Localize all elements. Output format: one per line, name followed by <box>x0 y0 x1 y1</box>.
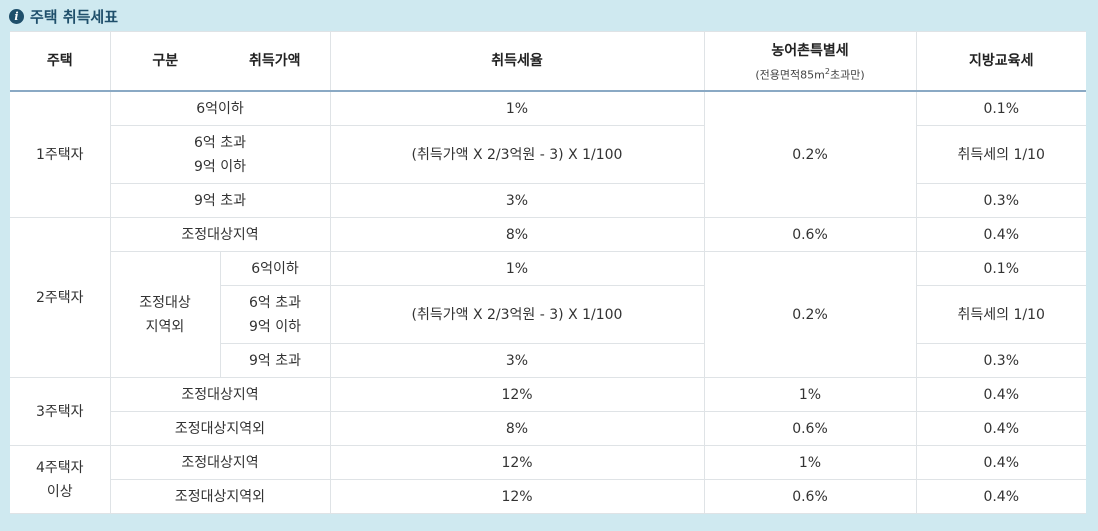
category-cell: 조정대상지역외 <box>109 411 331 446</box>
header-category: 구분 <box>109 31 220 92</box>
table-row: 6억 초과 9억 이하 (취득가액 X 2/3억원 - 3) X 1/100 취… <box>10 285 1086 344</box>
header-house: 주택 <box>10 31 111 92</box>
edu-cell: 0.4% <box>915 445 1086 480</box>
house-2-cell: 2주택자 <box>10 217 111 378</box>
header-edu-tax: 지방교육세 <box>915 31 1086 92</box>
rate-cell: 3% <box>329 343 705 378</box>
rural-cell: 1% <box>703 377 917 412</box>
edu-cell: 0.3% <box>915 183 1086 218</box>
price-cell: 6억이하 <box>219 251 331 286</box>
rural-cell: 0.2% <box>703 251 917 378</box>
table-row: 9억 초과 3% 0.3% <box>10 183 1086 218</box>
table-header-row: 주택 구분 취득가액 취득세율 농어촌특별세 (전용면적85m2초과만) 지방교… <box>10 31 1086 92</box>
edu-cell: 0.3% <box>915 343 1086 378</box>
edu-cell: 취득세의 1/10 <box>915 285 1086 344</box>
category-cell: 조정대상 지역외 <box>109 251 221 378</box>
header-rate: 취득세율 <box>329 31 705 92</box>
edu-cell: 취득세의 1/10 <box>915 125 1086 184</box>
category-cell: 조정대상지역 <box>109 445 331 480</box>
edu-cell: 0.1% <box>915 251 1086 286</box>
price-cell: 9억 초과 <box>219 343 331 378</box>
table-row: 조정대상지역외 12% 0.6% 0.4% <box>10 479 1086 514</box>
header-rural-tax: 농어촌특별세 (전용면적85m2초과만) <box>703 31 917 92</box>
table-row: 1주택자 6억이하 1% 0.2% 0.1% <box>10 90 1086 218</box>
header-price: 취득가액 <box>220 31 331 92</box>
table-row: 조정대상지역외 8% 0.6% 0.4% <box>10 411 1086 446</box>
header-rural-note: (전용면적85m2초과만) <box>755 67 865 82</box>
rate-cell: 12% <box>329 377 705 412</box>
rate-cell: 12% <box>329 479 705 514</box>
edu-cell: 0.4% <box>915 377 1086 412</box>
category-cell: 6억 초과 9억 이하 <box>109 125 331 184</box>
edu-cell: 0.4% <box>915 411 1086 446</box>
table-row: 6억 초과 9억 이하 (취득가액 X 2/3억원 - 3) X 1/100 취… <box>10 125 1086 184</box>
category-cell: 조정대상지역외 <box>109 479 331 514</box>
rate-cell: 1% <box>329 251 705 286</box>
page-title: 주택 취득세표 <box>30 7 119 26</box>
table-row: 9억 초과 3% 0.3% <box>10 343 1086 378</box>
house-3-cell: 3주택자 <box>10 377 111 446</box>
table-row: 2주택자 조정대상지역 8% 0.6% 0.4% <box>10 217 1086 378</box>
header-rural-label: 농어촌특별세 <box>771 43 849 60</box>
table-row: 조정대상 지역외 6억이하 1% 0.2% 0.1% <box>10 251 1086 378</box>
rate-cell: 8% <box>329 217 705 252</box>
rate-cell: 12% <box>329 445 705 480</box>
category-cell: 6억이하 <box>109 90 331 126</box>
rate-cell: 8% <box>329 411 705 446</box>
price-cell: 6억 초과 9억 이하 <box>219 285 331 344</box>
rural-cell: 0.6% <box>703 217 917 252</box>
category-cell: 조정대상지역 <box>109 217 331 252</box>
table-title-bar: i 주택 취득세표 <box>9 5 118 27</box>
house-1-cell: 1주택자 <box>10 90 111 218</box>
house-4-cell: 4주택자 이상 <box>10 445 111 514</box>
table-row: 4주택자 이상 조정대상지역 12% 1% 0.4% <box>10 445 1086 514</box>
rate-cell: 3% <box>329 183 705 218</box>
info-icon: i <box>9 8 24 24</box>
rural-cell: 1% <box>703 445 917 480</box>
table-row: 3주택자 조정대상지역 12% 1% 0.4% <box>10 377 1086 446</box>
rural-cell: 0.2% <box>703 90 917 218</box>
rate-cell: (취득가액 X 2/3억원 - 3) X 1/100 <box>329 125 705 184</box>
category-cell: 9억 초과 <box>109 183 331 218</box>
rural-cell: 0.6% <box>703 479 917 514</box>
rate-cell: 1% <box>329 90 705 126</box>
category-cell: 조정대상지역 <box>109 377 331 412</box>
edu-cell: 0.1% <box>915 90 1086 126</box>
acquisition-tax-table: 주택 구분 취득가액 취득세율 농어촌특별세 (전용면적85m2초과만) 지방교… <box>10 31 1086 514</box>
edu-cell: 0.4% <box>915 479 1086 514</box>
rate-cell: (취득가액 X 2/3억원 - 3) X 1/100 <box>329 285 705 344</box>
edu-cell: 0.4% <box>915 217 1086 252</box>
rural-cell: 0.6% <box>703 411 917 446</box>
